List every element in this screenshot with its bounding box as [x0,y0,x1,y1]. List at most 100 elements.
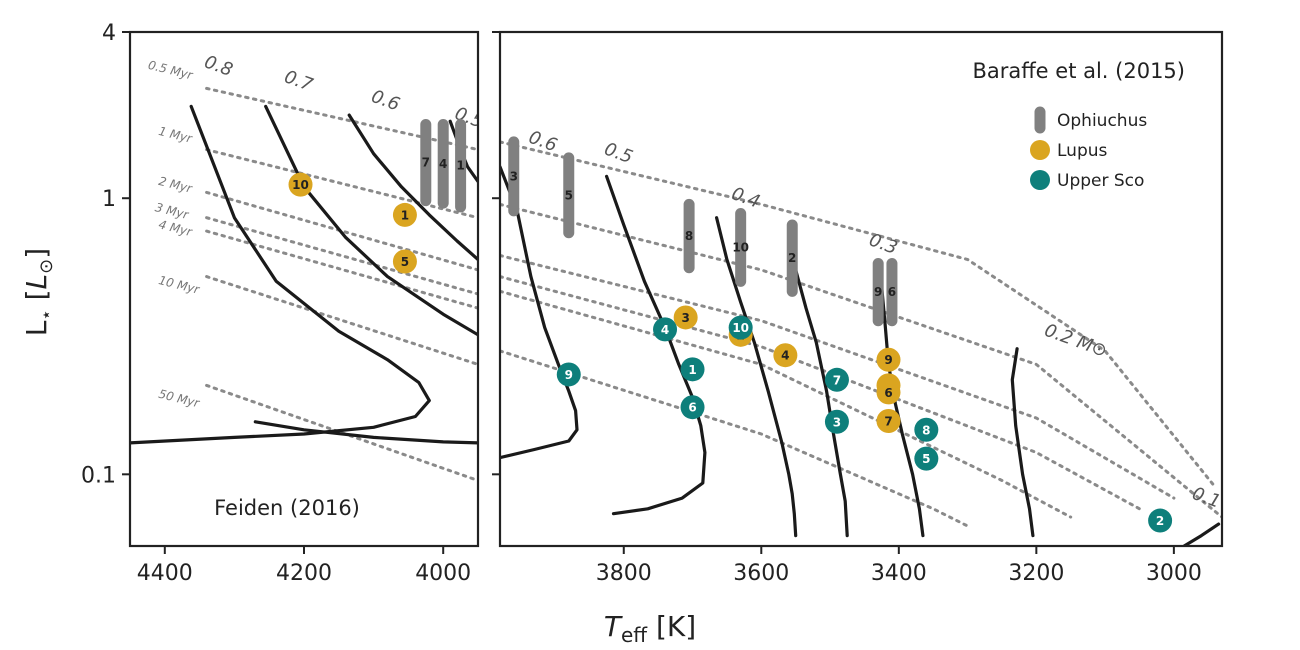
ophiuchus-bar-label: 9 [874,285,882,299]
panel-title: Feiden (2016) [214,496,360,520]
mass-track-line [794,268,849,538]
lupus-point[interactable] [773,343,798,368]
ophiuchus-bar-label: 10 [732,240,749,254]
upper-sco-point-label: 6 [688,401,696,415]
mass-track-line [1182,522,1221,546]
isochrone-line [205,275,478,366]
mass-track-line [347,113,478,262]
mass-label: 0.6 [368,86,402,116]
x-tick-label: 4200 [276,561,332,586]
isochrone-line [205,86,478,152]
x-tick-label: 3600 [733,561,789,586]
x-tick-label: 4400 [137,561,193,586]
lupus-point-label: 9 [884,353,892,367]
mass-label: 0.4 [729,183,763,213]
isochrone-age-label: 2 Myr [157,174,194,196]
mass-track-line [500,165,579,460]
mass-track-line [1010,347,1035,538]
x-tick-label: 3400 [871,561,927,586]
upper-sco-point[interactable] [680,357,705,382]
legend-entry-label: Ophiuchus [1057,111,1147,131]
isochrone-line [500,140,1217,489]
lupus-point-label: 4 [781,349,789,363]
lupus-point[interactable] [876,380,901,405]
lupus-point[interactable] [673,305,698,330]
lupus-point[interactable] [288,172,313,197]
legend-entry-label: Upper Sco [1057,171,1144,191]
mass-label: 0.5 [601,139,635,169]
upper-sco-point-label: 5 [922,452,930,466]
panel-frame [498,30,1224,548]
legend-entry-label: Lupus [1057,141,1108,161]
lupus-point-label: 3 [681,311,689,325]
isochrone-line [500,349,970,528]
upper-sco-point-label: 7 [833,373,841,387]
legend: Ophiuchus Lupus Upper Sco [1030,106,1147,191]
upper-sco-point-label: 3 [833,415,841,429]
legend-lupus-marker [1030,140,1050,160]
upper-sco-point[interactable] [914,446,939,471]
upper-sco-point-label: 4 [661,323,669,337]
plot-area: 0.60.50.40.30.2 M⊙0.13581029632498679410… [500,127,1223,546]
ophiuchus-bar-label: 4 [439,157,447,171]
mass-track-line [130,104,431,445]
panel-title: Baraffe et al. (2015) [972,59,1185,83]
upper-sco-point-label: 9 [565,368,573,382]
lupus-point[interactable] [392,202,417,227]
upper-sco-point[interactable] [680,395,705,420]
x-tick-label: 4000 [415,561,471,586]
ophiuchus-bar-label: 7 [422,156,430,170]
lupus-point-label: 6 [884,386,892,400]
y-tick-label: 0.1 [81,463,116,488]
isochrone-line [205,190,478,272]
isochrone-age-label: 10 Myr [157,273,202,297]
upper-sco-point-label: 10 [732,321,749,335]
isochrone-line [205,148,478,220]
x-tick-label: 3200 [1008,561,1064,586]
mass-track-line [253,420,478,445]
mass-track-line [715,216,798,538]
mass-label: 0.6 [526,127,560,157]
isochrone-line [500,289,1073,519]
isochrone-line [500,275,1141,511]
isochrone-age-label: 4 Myr [157,217,194,239]
upper-sco-point[interactable] [653,317,678,342]
upper-sco-point-label: 1 [688,363,696,377]
upper-sco-point[interactable] [728,315,753,340]
y-tick-label: 4 [102,21,116,46]
upper-sco-point[interactable] [824,409,849,434]
ophiuchus-bar-label: 5 [565,188,573,202]
mass-label: 0.8 [201,51,235,81]
y-tick-label: 1 [102,187,116,212]
upper-sco-point[interactable] [914,417,939,442]
isochrone-age-label: 0.5 Myr [147,58,195,83]
x-tick-label: 3800 [596,561,652,586]
isochrone-line [205,216,478,296]
baraffe-panel: 0.60.50.40.30.2 M⊙0.13581029632498679410… [492,30,1224,586]
upper-sco-point[interactable] [1148,508,1173,533]
ophiuchus-bar-label: 6 [888,285,896,299]
upper-sco-point-label: 8 [922,423,930,437]
x-tick-label: 3000 [1146,561,1202,586]
lupus-point[interactable] [392,249,417,274]
upper-sco-point[interactable] [556,362,581,387]
lupus-point-label: 7 [884,414,892,428]
mass-label: 0.1 [1189,483,1223,513]
isochrone-age-label: 50 Myr [157,387,202,411]
lupus-point[interactable] [876,408,901,433]
ophiuchus-bar-label: 3 [510,169,518,183]
mass-label: 0.2 M⊙ [1042,320,1110,362]
y-axis-label: L⋆ [L⊙] [20,248,57,336]
mass-label: 0.7 [281,66,316,96]
ophiuchus-bar-label: 1 [456,159,464,173]
ophiuchus-bar-label: 2 [788,251,796,265]
upper-sco-point[interactable] [824,367,849,392]
lupus-point[interactable] [876,347,901,372]
ophiuchus-bar-label: 8 [685,229,693,243]
isochrone-age-label: 1 Myr [157,124,194,146]
upper-sco-point-label: 2 [1156,514,1164,528]
lupus-point-label: 1 [401,208,409,222]
